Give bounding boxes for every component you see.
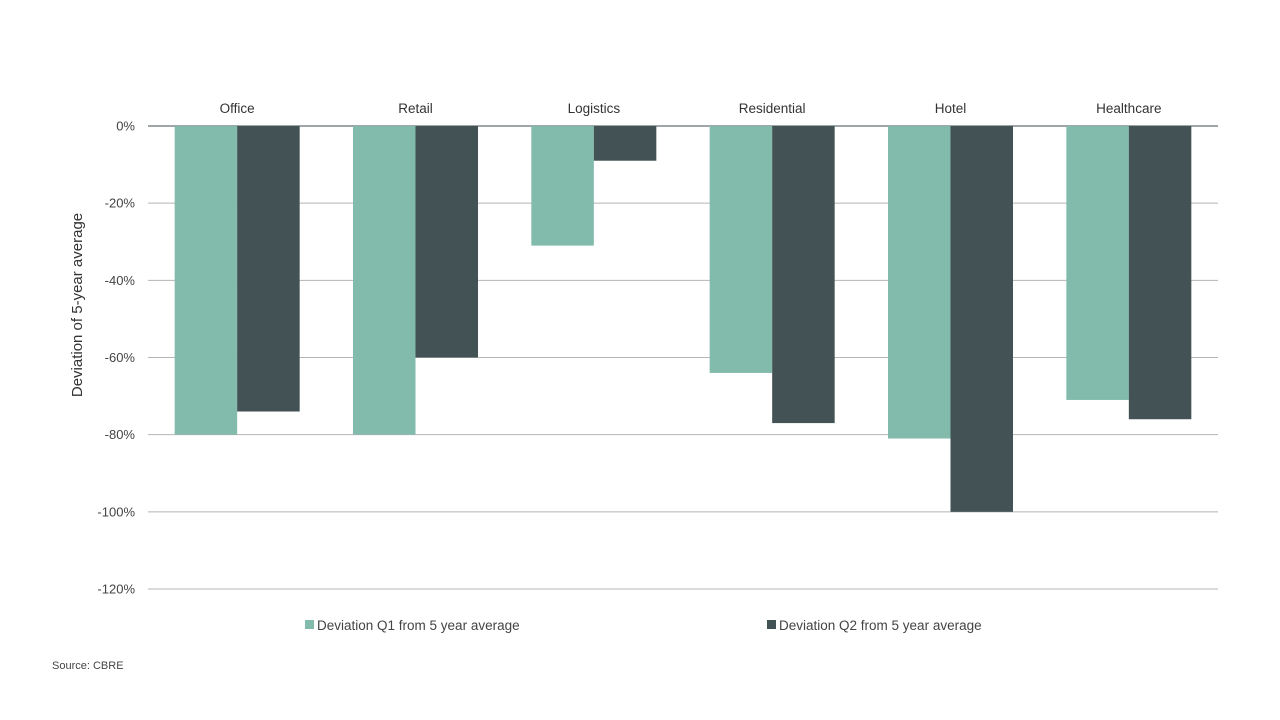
y-axis-ticks: 0% -20% -40% -60% -80% -100% -120% (97, 119, 135, 597)
category-label: Hotel (935, 101, 967, 116)
category-labels: Office Retail Logistics Residential Hotel Hea… (220, 101, 1162, 116)
bar-healthcare-q2 (1128, 126, 1192, 420)
category-label: Healthcare (1096, 101, 1161, 116)
category-label: Residential (739, 101, 806, 116)
bar-residential-q1 (709, 126, 773, 373)
y-tick-label: -60% (105, 350, 136, 365)
y-tick-label: -80% (105, 427, 136, 442)
y-tick-label: 0% (116, 119, 135, 134)
bar-residential-q2 (772, 126, 835, 424)
category-label: Retail (398, 101, 433, 116)
bar-logistics-q1 (531, 126, 594, 246)
gridlines (148, 125, 1218, 590)
category-label: Logistics (568, 101, 621, 116)
source-note: Source: CBRE (52, 660, 124, 672)
legend-swatch-q2 (767, 620, 776, 629)
bar-logistics-q2 (593, 126, 657, 161)
bar-office-q1 (174, 126, 238, 435)
y-tick-label: -40% (105, 273, 136, 288)
bar-hotel-q1 (888, 126, 951, 439)
y-axis-title: Deviation of 5-year average (69, 213, 86, 397)
bar-retail-q2 (415, 126, 478, 358)
y-tick-label: -120% (97, 582, 135, 597)
y-tick-label: -100% (97, 504, 135, 519)
legend-label-q2: Deviation Q2 from 5 year average (779, 618, 982, 633)
category-label: Office (220, 101, 255, 116)
bar-healthcare-q1 (1066, 126, 1129, 400)
legend-swatch-q1 (305, 620, 314, 629)
legend-label-q1: Deviation Q1 from 5 year average (317, 618, 520, 633)
bar-retail-q1 (353, 126, 416, 435)
bar-office-q2 (237, 126, 300, 412)
bars (174, 126, 1192, 512)
legend: Deviation Q1 from 5 year average Deviatio… (305, 618, 982, 633)
y-tick-label: -20% (105, 196, 136, 211)
bar-hotel-q2 (950, 126, 1013, 512)
